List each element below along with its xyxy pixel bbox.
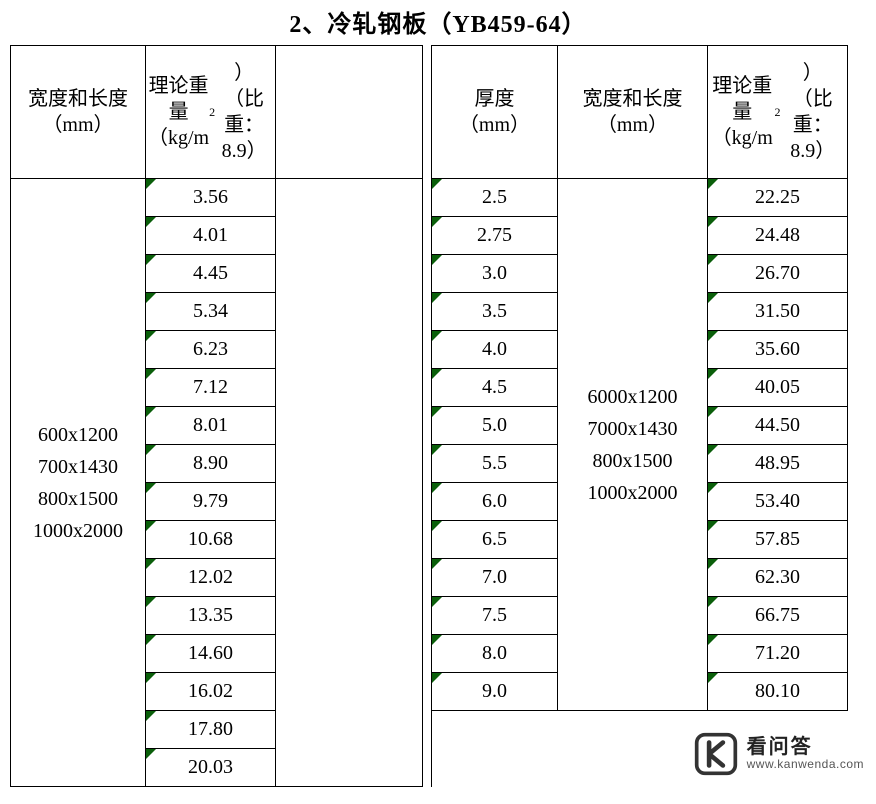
col-header-weight: 理论重量（kg/m2）（比重：8.9） bbox=[708, 45, 848, 179]
thickness-cell: 7.5 bbox=[431, 597, 558, 635]
weight-cell: 22.25 bbox=[708, 179, 848, 217]
weight-cell: 44.50 bbox=[708, 407, 848, 445]
size-value: 6000x1200 bbox=[588, 381, 678, 413]
weight-cell: 24.48 bbox=[708, 217, 848, 255]
thickness-column: 2.52.753.03.54.04.55.05.56.06.57.07.58.0… bbox=[431, 179, 558, 787]
size-value: 700x1430 bbox=[38, 451, 118, 483]
weight-cell: 16.02 bbox=[146, 673, 276, 711]
weight-cell: 66.75 bbox=[708, 597, 848, 635]
thickness-cell: 9.0 bbox=[431, 673, 558, 711]
size-value: 1000x2000 bbox=[33, 515, 123, 547]
weight-cell: 9.79 bbox=[146, 483, 276, 521]
weights-column-right: 22.2524.4826.7031.5035.6040.0544.5048.95… bbox=[708, 179, 848, 787]
col-header-spacer bbox=[276, 45, 423, 179]
weight-cell: 4.45 bbox=[146, 255, 276, 293]
watermark: 看问答 www.kanwenda.com bbox=[687, 727, 870, 781]
weights-column-left: 3.564.014.455.346.237.128.018.909.7910.6… bbox=[146, 179, 276, 787]
weight-cell: 8.90 bbox=[146, 445, 276, 483]
merged-sizes-right: 6000x12007000x1430800x15001000x2000 bbox=[558, 179, 708, 711]
weight-cell: 7.12 bbox=[146, 369, 276, 407]
thickness-cell: 5.5 bbox=[431, 445, 558, 483]
weight-cell: 4.01 bbox=[146, 217, 276, 255]
weight-cell: 5.34 bbox=[146, 293, 276, 331]
weight-cell: 3.56 bbox=[146, 179, 276, 217]
weight-cell: 57.85 bbox=[708, 521, 848, 559]
col-header-thickness: 厚度（mm） bbox=[431, 45, 558, 179]
col-header-weight: 理论重量（kg/m2）（比重：8.9） bbox=[146, 45, 276, 179]
watermark-logo-icon bbox=[693, 731, 739, 777]
page-title: 2、冷轧钢板（YB459-64） bbox=[10, 0, 866, 45]
weight-cell: 80.10 bbox=[708, 673, 848, 711]
thickness-cell: 7.0 bbox=[431, 559, 558, 597]
weight-cell: 40.05 bbox=[708, 369, 848, 407]
weight-cell: 17.80 bbox=[146, 711, 276, 749]
merged-sizes-left: 600x1200700x1430800x15001000x2000 bbox=[10, 179, 146, 787]
col-header-width-length: 宽度和长度（mm） bbox=[558, 45, 708, 179]
weight-cell: 53.40 bbox=[708, 483, 848, 521]
watermark-brand: 看问答 bbox=[747, 736, 864, 758]
weight-cell: 20.03 bbox=[146, 749, 276, 787]
size-value: 1000x2000 bbox=[588, 477, 678, 509]
col-header-width-length: 宽度和长度（mm） bbox=[10, 45, 146, 179]
size-value: 800x1500 bbox=[593, 445, 673, 477]
thickness-cell: 3.5 bbox=[431, 293, 558, 331]
size-value: 7000x1430 bbox=[588, 413, 678, 445]
weight-cell: 14.60 bbox=[146, 635, 276, 673]
weight-cell: 8.01 bbox=[146, 407, 276, 445]
spacer-column bbox=[276, 179, 423, 787]
thickness-cell: 5.0 bbox=[431, 407, 558, 445]
weight-cell: 26.70 bbox=[708, 255, 848, 293]
weight-cell: 48.95 bbox=[708, 445, 848, 483]
thickness-cell: 8.0 bbox=[431, 635, 558, 673]
thickness-cell: 6.5 bbox=[431, 521, 558, 559]
weight-cell: 10.68 bbox=[146, 521, 276, 559]
thickness-cell: 4.5 bbox=[431, 369, 558, 407]
weight-cell: 62.30 bbox=[708, 559, 848, 597]
data-table: 宽度和长度（mm） 理论重量（kg/m2）（比重：8.9） 600x120070… bbox=[10, 45, 866, 787]
watermark-url: www.kanwenda.com bbox=[747, 758, 864, 771]
thickness-cell: 2.5 bbox=[431, 179, 558, 217]
weight-cell: 12.02 bbox=[146, 559, 276, 597]
weight-cell: 13.35 bbox=[146, 597, 276, 635]
size-value: 800x1500 bbox=[38, 483, 118, 515]
thickness-cell: 6.0 bbox=[431, 483, 558, 521]
thickness-cell: 4.0 bbox=[431, 331, 558, 369]
size-value: 600x1200 bbox=[38, 419, 118, 451]
weight-cell: 35.60 bbox=[708, 331, 848, 369]
thickness-cell: 2.75 bbox=[431, 217, 558, 255]
weight-cell: 71.20 bbox=[708, 635, 848, 673]
weight-cell: 6.23 bbox=[146, 331, 276, 369]
weight-cell: 31.50 bbox=[708, 293, 848, 331]
thickness-cell: 3.0 bbox=[431, 255, 558, 293]
